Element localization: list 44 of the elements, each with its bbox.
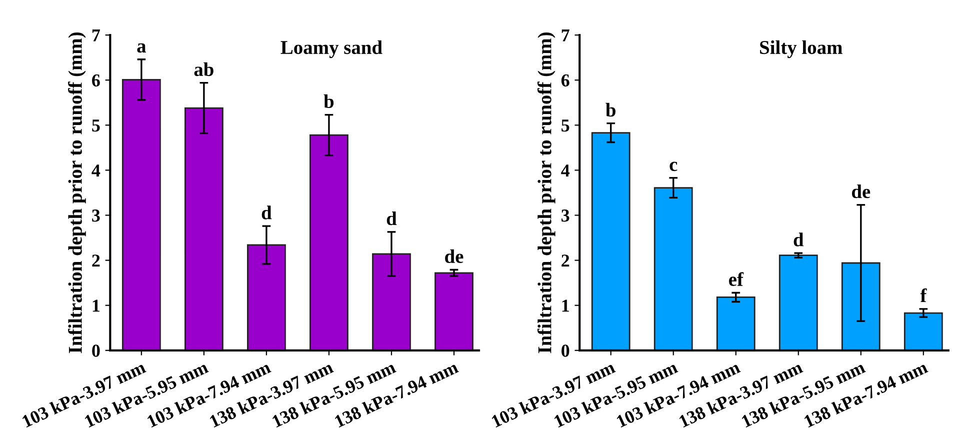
y-tick-label: 6 bbox=[92, 74, 100, 87]
annotation: a bbox=[137, 43, 146, 53]
y-tick-label: 5 bbox=[562, 120, 570, 132]
y-tick-label: 7 bbox=[92, 29, 100, 42]
annotation: de bbox=[852, 184, 870, 198]
y-tick-label: 7 bbox=[562, 29, 570, 42]
y-tick-label: 0 bbox=[562, 344, 570, 357]
annotation: d bbox=[794, 232, 804, 246]
y-axis-title: Infiltration depth prior to runoff (mm) bbox=[537, 32, 556, 354]
bar bbox=[904, 312, 943, 350]
y-axis-title: Infiltration depth prior to runoff (mm) bbox=[68, 32, 86, 354]
annotation: ef bbox=[728, 272, 744, 286]
y-tick-label: 0 bbox=[92, 344, 100, 357]
bar bbox=[778, 254, 818, 350]
annotation: ab bbox=[194, 62, 214, 76]
y-tick-label: 5 bbox=[92, 120, 100, 132]
bar bbox=[310, 134, 348, 350]
y-tick-label: 4 bbox=[561, 164, 570, 176]
annotation: f bbox=[920, 288, 927, 302]
bar bbox=[841, 262, 880, 350]
chart-title: Loamy sand bbox=[280, 40, 382, 58]
bar bbox=[247, 244, 286, 350]
annotation: d bbox=[262, 206, 272, 220]
y-tick-label: 3 bbox=[92, 210, 100, 222]
y-tick-label: 1 bbox=[92, 300, 100, 312]
annotation: b bbox=[324, 94, 334, 108]
bar bbox=[434, 272, 474, 350]
annotation: b bbox=[606, 102, 616, 117]
annotation: c bbox=[670, 162, 678, 172]
annotation: d bbox=[386, 212, 397, 226]
chart-title: Silty loam bbox=[760, 40, 842, 58]
y-tick-label: 2 bbox=[562, 254, 570, 267]
annotation: de bbox=[445, 249, 464, 264]
y-tick-label: 2 bbox=[92, 254, 100, 267]
bar bbox=[716, 296, 756, 350]
bar bbox=[654, 187, 693, 350]
y-tick-label: 4 bbox=[92, 164, 100, 176]
bar bbox=[372, 253, 411, 350]
bar bbox=[591, 132, 630, 350]
y-tick-label: 1 bbox=[562, 300, 569, 312]
y-tick-label: 3 bbox=[562, 210, 570, 222]
bar bbox=[122, 78, 161, 350]
bar bbox=[184, 107, 224, 350]
y-tick-label: 6 bbox=[561, 74, 570, 87]
